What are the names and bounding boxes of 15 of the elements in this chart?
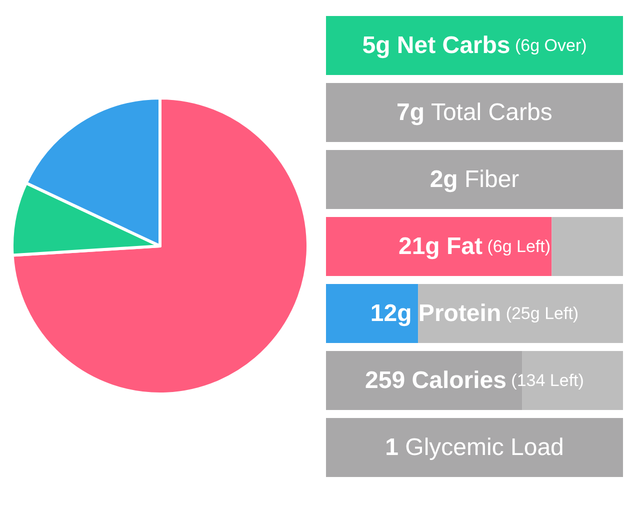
annotation: 21g Fat (6g Left)	[398, 233, 551, 260]
bar	[326, 83, 623, 142]
bar	[418, 284, 623, 343]
bar	[326, 150, 623, 209]
annotation: 7g Total Carbs	[396, 99, 552, 126]
bar	[326, 217, 552, 276]
annotation: 5g Net Carbs (6g Over)	[362, 32, 587, 59]
bar	[552, 217, 623, 276]
annotation: 2g Fiber	[430, 166, 520, 193]
annotation: 259 Calories (134 Left)	[365, 367, 584, 394]
bar	[326, 418, 623, 477]
annotation: 1 Glycemic Load	[385, 434, 564, 461]
bar	[326, 16, 623, 75]
bar	[326, 284, 418, 343]
annotation: 12g Protein (25g Left)	[370, 300, 579, 327]
